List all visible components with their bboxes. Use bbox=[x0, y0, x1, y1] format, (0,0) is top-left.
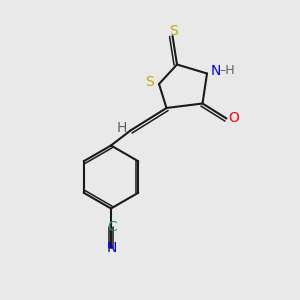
Text: C: C bbox=[107, 220, 117, 234]
Text: H: H bbox=[117, 121, 127, 135]
Text: O: O bbox=[229, 111, 239, 125]
Text: –H: –H bbox=[220, 64, 235, 77]
Text: S: S bbox=[169, 25, 178, 38]
Text: N: N bbox=[107, 241, 117, 255]
Text: N: N bbox=[210, 64, 220, 77]
Text: S: S bbox=[145, 76, 154, 89]
